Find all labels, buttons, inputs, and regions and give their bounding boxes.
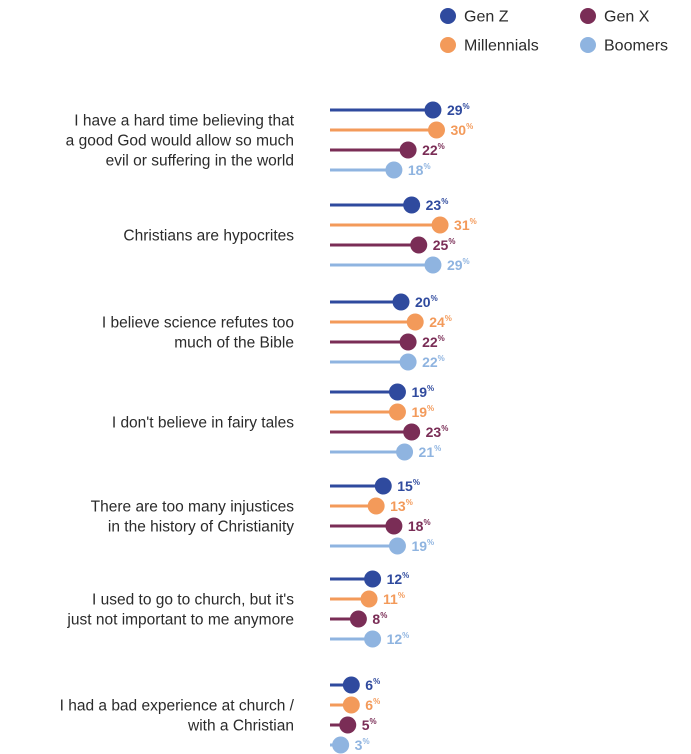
lollipop-dot-gen-x (349, 610, 367, 628)
category-label: in the history of Christianity (108, 519, 294, 536)
value-label-millennials: 6% (365, 697, 380, 713)
lollipop-dot-boomers (364, 630, 382, 648)
category-group: I believe science refutes too much of the… (102, 293, 452, 371)
category-group: There are too many injustices in the hist… (91, 477, 434, 555)
category-label: much of the Bible (174, 335, 294, 352)
value-label-millennials: 11% (383, 591, 405, 607)
lollipop-dot-gen-z (403, 196, 421, 214)
value-label-millennials: 24% (429, 314, 452, 330)
lollipop-dot-gen-z (342, 676, 360, 694)
legend-marker-millennials (440, 37, 456, 53)
value-label-boomers: 22% (422, 354, 445, 370)
legend-label-gen-x: Gen X (604, 9, 650, 26)
lollipop-dot-boomers (385, 161, 403, 179)
value-label-gen-x: 25% (433, 237, 456, 253)
lollipop-dot-millennials (360, 590, 378, 608)
category-label: I believe science refutes too (102, 315, 294, 332)
lollipop-dot-millennials (367, 497, 385, 515)
category-label: just not important to me anymore (66, 612, 294, 629)
lollipop-dot-gen-z (374, 477, 392, 495)
value-label-boomers: 3% (355, 737, 370, 753)
lollipop-dot-millennials (428, 121, 445, 139)
category-label: evil or suffering in the world (106, 153, 294, 170)
lollipop-dot-millennials (431, 216, 449, 234)
legend-label-gen-z: Gen Z (464, 9, 509, 26)
category-label: I used to go to church, but it's (92, 592, 294, 609)
lollipop-dot-gen-x (339, 716, 357, 734)
category-group: I used to go to church, but it's just not… (66, 570, 410, 648)
lollipop-dot-gen-x (399, 333, 417, 351)
category-label: I have a hard time believing that (74, 113, 294, 130)
value-label-boomers: 21% (419, 444, 442, 460)
lollipop-dot-gen-x (403, 423, 421, 441)
category-label: There are too many injustices (91, 499, 295, 516)
lollipop-dot-gen-z (388, 383, 406, 401)
value-label-boomers: 18% (408, 162, 431, 178)
legend-label-boomers: Boomers (604, 38, 668, 55)
value-label-boomers: 12% (387, 631, 410, 647)
lollipop-dot-boomers (396, 443, 414, 461)
legend-marker-gen-x (580, 8, 596, 24)
legend-item-millennials: Millennials (440, 37, 539, 55)
value-label-gen-z: 12% (387, 571, 410, 587)
category-group: Christians are hypocrites 23% 31% 25% 29% (123, 196, 477, 274)
category-label: I had a bad experience at church / (60, 698, 295, 715)
value-label-boomers: 19% (411, 538, 434, 554)
value-label-millennials: 19% (411, 404, 434, 420)
value-label-gen-x: 5% (362, 717, 377, 733)
legend-item-gen-x: Gen X (580, 8, 650, 26)
value-label-gen-x: 8% (372, 611, 387, 627)
lollipop-dot-gen-x (399, 141, 417, 159)
lollipop-dot-boomers (388, 537, 406, 555)
value-label-gen-z: 29% (447, 102, 470, 118)
category-label: with a Christian (187, 718, 294, 735)
value-label-gen-x: 22% (422, 334, 445, 350)
lollipop-dot-boomers (399, 353, 417, 371)
value-label-millennials: 13% (390, 498, 413, 514)
legend-item-gen-z: Gen Z (440, 8, 509, 26)
value-label-boomers: 29% (447, 257, 470, 273)
value-label-gen-x: 23% (426, 424, 449, 440)
value-label-gen-z: 20% (415, 294, 438, 310)
category-group: I had a bad experience at church / with a… (60, 676, 380, 754)
legend-marker-gen-z (440, 8, 456, 24)
category-group: I don't believe in fairy tales 19% 19% 23% 2… (112, 383, 449, 461)
legend-marker-boomers (580, 37, 596, 53)
lollipop-dot-gen-z (424, 101, 442, 119)
category-label: I don't believe in fairy tales (112, 415, 294, 432)
value-label-millennials: 30% (451, 122, 474, 138)
category-label: a good God would allow so much (66, 133, 294, 150)
category-group: I have a hard time believing that a good … (66, 101, 474, 179)
value-label-gen-z: 19% (411, 384, 434, 400)
lollipop-dot-boomers (424, 256, 442, 274)
lollipop-dot-gen-z (364, 570, 382, 588)
value-label-gen-x: 22% (422, 142, 445, 158)
value-label-gen-z: 23% (426, 197, 449, 213)
value-label-gen-z: 6% (365, 677, 380, 693)
lollipop-dot-millennials (342, 696, 360, 714)
category-label: Christians are hypocrites (123, 228, 294, 245)
legend-label-millennials: Millennials (464, 38, 539, 55)
value-label-gen-z: 15% (397, 478, 420, 494)
lollipop-dot-millennials (388, 403, 406, 421)
lollipop-dot-gen-z (392, 293, 410, 311)
lollipop-dot-millennials (406, 313, 424, 331)
lollipop-dot-gen-x (385, 517, 403, 535)
value-label-gen-x: 18% (408, 518, 431, 534)
value-label-millennials: 31% (454, 217, 477, 233)
legend-item-boomers: Boomers (580, 37, 668, 55)
lollipop-dot-boomers (332, 736, 350, 754)
lollipop-dot-gen-x (410, 236, 428, 254)
